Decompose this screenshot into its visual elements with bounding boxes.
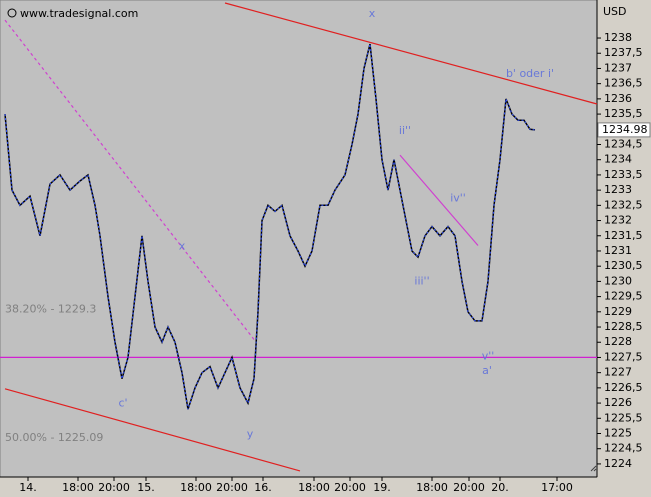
x-tick-label: 19. <box>373 481 391 494</box>
trend-line <box>224 2 598 105</box>
y-tick-label: 1234 <box>604 153 632 166</box>
y-tick-label: 1236 <box>604 92 632 105</box>
x-tick-label: 18:00 <box>416 481 448 494</box>
y-tick-label: 1229 <box>604 305 632 318</box>
wave-label: a' <box>482 364 492 377</box>
last-price-box <box>597 122 651 138</box>
trend-line <box>4 388 301 472</box>
y-tick-label: 1235,5 <box>604 107 643 120</box>
x-tick-label: 18:00 <box>62 481 94 494</box>
wave-label: b' oder i' <box>506 67 554 80</box>
y-tick-label: 1233 <box>604 183 632 196</box>
y-tick-label: 1230,5 <box>604 259 643 272</box>
y-tick-label: 1231,5 <box>604 229 643 242</box>
y-tick-label: 1228,5 <box>604 320 643 333</box>
x-tick-label: 20:00 <box>334 481 366 494</box>
x-tick-label: 14. <box>19 481 37 494</box>
y-tick-label: 1225,5 <box>604 411 643 424</box>
y-tick-label: 1224,5 <box>604 442 643 455</box>
last-price-label: 1234.98 <box>602 123 648 136</box>
wave-label: x <box>179 239 186 252</box>
wave-label: x <box>369 7 376 20</box>
price-line <box>4 43 536 410</box>
y-tick-label: 1229,5 <box>604 290 643 303</box>
wave-label: v'' <box>482 350 495 363</box>
y-tick-label: 1231 <box>604 244 632 257</box>
y-tick-label: 1232 <box>604 214 632 227</box>
y-tick-label: 1228 <box>604 335 632 348</box>
fib-label: 50.00% - 1225.09 <box>5 431 103 444</box>
fib-label: 38.20% - 1229.3 <box>5 303 96 316</box>
trend-line <box>4 19 256 342</box>
y-tick-label: 1236,5 <box>604 77 643 90</box>
plot-area <box>0 0 598 478</box>
trend-line <box>399 154 479 246</box>
y-tick-label: 1226 <box>604 396 632 409</box>
x-tick-label: 20:00 <box>453 481 485 494</box>
wave-label: c' <box>118 397 127 410</box>
currency: USD <box>603 5 627 18</box>
y-tick-label: 1224 <box>604 457 632 470</box>
y-tick-label: 1226,5 <box>604 381 643 394</box>
x-tick-label: 15. <box>137 481 155 494</box>
wave-label: y <box>247 428 254 441</box>
y-tick-label: 1227,5 <box>604 350 643 363</box>
wave-label: ii'' <box>399 124 411 137</box>
y-tick-label: 1237 <box>604 61 632 74</box>
x-tick-label: 20:00 <box>98 481 130 494</box>
x-tick-label: 20:00 <box>216 481 248 494</box>
y-tick-label: 1227 <box>604 366 632 379</box>
resize-grip <box>590 465 597 472</box>
watermark: www.tradesignal.com <box>20 7 138 20</box>
x-tick-label: 18:00 <box>298 481 330 494</box>
y-tick-label: 1233,5 <box>604 168 643 181</box>
x-tick-label: 18:00 <box>180 481 212 494</box>
y-tick-label: 1237,5 <box>604 46 643 59</box>
wave-label: iii'' <box>414 274 429 287</box>
y-tick-label: 1225 <box>604 426 632 439</box>
y-tick-label: 1232,5 <box>604 198 643 211</box>
x-tick-label: 20. <box>491 481 509 494</box>
wave-label: iv'' <box>450 191 466 204</box>
x-tick-label: 16. <box>254 481 272 494</box>
y-tick-label: 1230 <box>604 274 632 287</box>
y-tick-label: 1238 <box>604 31 632 44</box>
y-tick-label: 1234,5 <box>604 137 643 150</box>
logo-icon <box>7 8 17 18</box>
y-axis-area <box>598 0 651 477</box>
x-tick-label: 17:00 <box>541 481 573 494</box>
